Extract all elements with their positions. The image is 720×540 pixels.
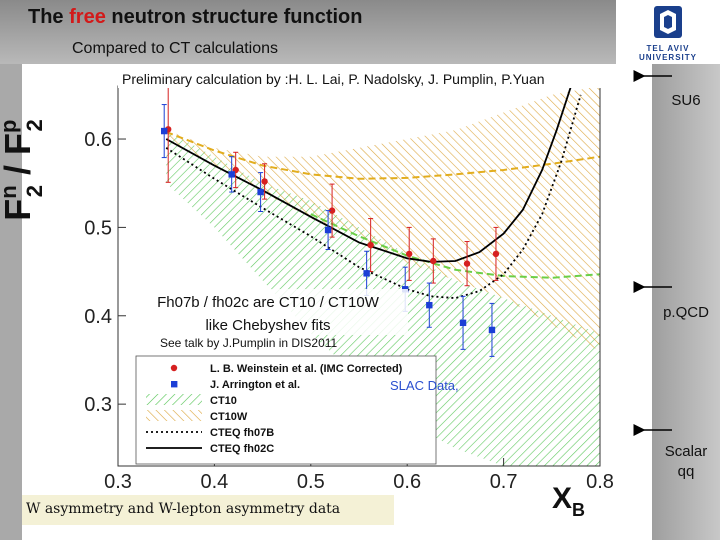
footer-text: W asymmetry and W-lepton asymmetry data xyxy=(26,501,341,517)
marker xyxy=(463,260,471,267)
title-highlight: free xyxy=(69,6,106,28)
line-ct10w-central xyxy=(165,131,600,180)
legend-swatch xyxy=(146,394,202,405)
legend-entry-cteq-fh02c: CTEQ fh02C xyxy=(146,443,274,455)
marker xyxy=(328,207,336,214)
slide-title: The free neutron structure function xyxy=(28,6,363,29)
marker xyxy=(367,241,374,249)
slide-header: The free neutron structure function Comp… xyxy=(0,0,720,70)
y-tick-label: 0.6 xyxy=(84,129,112,151)
y-tick-label: 0.3 xyxy=(84,394,112,416)
marker xyxy=(363,270,370,277)
point-j-arrington-et-al-8 xyxy=(488,302,496,357)
marker xyxy=(426,301,433,309)
legend-label: CT10W xyxy=(210,411,248,423)
line-cteq-fh02c xyxy=(165,86,572,263)
marker xyxy=(459,319,467,327)
marker xyxy=(324,226,332,234)
legend-swatch xyxy=(171,381,178,388)
y-ticks: 0.3 0.4 0.5 0.6 xyxy=(84,129,126,416)
note-slac: SLAC Data, xyxy=(390,378,459,393)
legend-label: CT10 xyxy=(210,395,237,407)
marker xyxy=(430,257,437,265)
university-emblem-icon xyxy=(654,6,682,38)
title-prefix: The xyxy=(28,6,70,28)
x-tick-label: 0.7 xyxy=(490,471,518,493)
slide-subtitle: Compared to CT calculations xyxy=(72,40,279,57)
curves xyxy=(165,86,600,300)
title-suffix: neutron structure function xyxy=(105,6,363,28)
note-fits-bg xyxy=(130,289,408,335)
note-talk: See talk by J.Pumplin in DIS2011 xyxy=(160,336,338,350)
annotation-top: Preliminary calculation by :H. L. Lai, P… xyxy=(122,71,545,87)
x-tick-label: 0.6 xyxy=(393,471,421,493)
label-pqcd: p.QCD xyxy=(663,304,709,321)
marker xyxy=(406,250,413,258)
legend-label: J. Arrington et al. xyxy=(210,379,300,391)
footer-bar xyxy=(22,495,394,525)
point-l-b-weinstein-et-al-imc-corrected-5 xyxy=(406,226,413,281)
x-tick-label: 0.4 xyxy=(200,471,228,493)
label-su6: SU6 xyxy=(671,92,701,109)
label-scalar-line1: Scalar xyxy=(664,443,708,460)
y-tick-label: 0.5 xyxy=(84,217,112,239)
marker xyxy=(492,250,500,258)
point-j-arrington-et-al-1 xyxy=(228,156,235,193)
point-j-arrington-et-al-7 xyxy=(459,295,467,350)
point-j-arrington-et-al-2 xyxy=(257,172,264,212)
legend-label: CTEQ fh07B xyxy=(210,427,274,439)
marker xyxy=(261,178,268,185)
right-margin-bar xyxy=(652,64,720,540)
legend-entry-ct10w: CT10W xyxy=(146,410,248,423)
marker xyxy=(228,171,235,178)
y-tick-label: 0.4 xyxy=(84,306,112,328)
legend-swatch xyxy=(146,410,202,421)
point-l-b-weinstein-et-al-imc-corrected-3 xyxy=(328,183,336,238)
legend-swatch xyxy=(170,364,178,372)
x-tick-label: 0.3 xyxy=(104,471,132,493)
marker xyxy=(257,188,264,196)
x-axis-label: XB xyxy=(552,482,585,520)
x-ticks: 0.3 0.4 0.5 0.6 0.7 0.8 xyxy=(104,458,614,493)
point-j-arrington-et-al-6 xyxy=(426,282,433,328)
legend-label: L. B. Weinstein et al. (IMC Corrected) xyxy=(210,363,403,375)
point-l-b-weinstein-et-al-imc-corrected-7 xyxy=(463,241,471,287)
x-tick-label: 0.5 xyxy=(297,471,325,493)
legend-entry-cteq-fh07b: CTEQ fh07B xyxy=(146,427,274,439)
legend-entry-j-arrington-et-al: J. Arrington et al. xyxy=(171,379,300,391)
marker xyxy=(161,127,168,135)
point-j-arrington-et-al-0 xyxy=(161,104,168,159)
label-scalar-line2: qq xyxy=(677,463,695,480)
marker xyxy=(488,326,496,334)
point-l-b-weinstein-et-al-imc-corrected-2 xyxy=(261,163,268,200)
university-logo: TEL AVIV UNIVERSITY xyxy=(616,0,720,64)
legend-entry-l-b-weinstein-et-al-imc-corrected: L. B. Weinstein et al. (IMC Corrected) xyxy=(170,363,403,375)
annotation-top-bg xyxy=(118,70,630,88)
y-axis-label: Fn2 / Fp2 xyxy=(0,119,47,220)
line-cteq-fh07b xyxy=(165,94,582,300)
line-ct10-central xyxy=(310,213,600,279)
logo-text: TEL AVIV UNIVERSITY xyxy=(638,44,697,62)
note-fits-line1: Fh07b / fh02c are CT10 / CT10W xyxy=(157,294,380,311)
point-l-b-weinstein-et-al-imc-corrected-4 xyxy=(367,218,374,273)
left-margin-bar xyxy=(0,64,22,540)
legend: L. B. Weinstein et al. (IMC Corrected) J.… xyxy=(135,355,437,465)
point-j-arrington-et-al-3 xyxy=(324,210,332,250)
legend-entry-ct10: CT10 xyxy=(146,394,237,407)
band-ct10w xyxy=(166,86,600,352)
note-fits-line2: like Chebyshev fits xyxy=(205,317,330,334)
point-l-b-weinstein-et-al-imc-corrected-8 xyxy=(492,226,500,281)
x-tick-label: 0.8 xyxy=(586,471,614,493)
legend-label: CTEQ fh02C xyxy=(210,443,274,455)
